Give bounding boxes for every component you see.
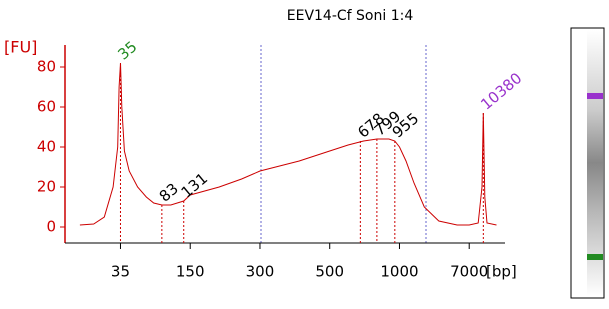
x-tick-label: 1000 — [380, 263, 418, 281]
trace-line — [80, 63, 497, 225]
x-tick-label: 7000 — [450, 263, 488, 281]
page: {"chart_data": {"type": "line", "title":… — [0, 0, 609, 309]
peak-label: 131 — [178, 169, 212, 201]
y-tick-label: 0 — [46, 218, 56, 236]
x-tick-label: 35 — [111, 263, 130, 281]
peak-label: 10380 — [477, 69, 525, 113]
lower-marker-band — [587, 254, 603, 260]
y-tick-label: 20 — [37, 178, 56, 196]
peak-label: 35 — [114, 37, 140, 63]
x-tick-label: 150 — [176, 263, 205, 281]
upper-marker-band — [587, 93, 603, 99]
chart: EEV14-Cf Soni 1:4 [FU] [bp] 0 20 40 60 80 35 1… — [0, 0, 609, 309]
x-tick-label: 500 — [315, 263, 344, 281]
y-tick-label: 60 — [37, 98, 56, 116]
y-axis-label: [FU] — [4, 38, 37, 57]
x-tick-label: 300 — [246, 263, 275, 281]
y-tick-label: 40 — [37, 138, 56, 156]
chart-title: EEV14-Cf Soni 1:4 — [287, 8, 414, 24]
gel-lane — [571, 28, 604, 298]
x-axis-label: [bp] — [486, 263, 517, 281]
y-tick-label: 80 — [37, 58, 56, 76]
peak-label: 83 — [156, 179, 182, 205]
